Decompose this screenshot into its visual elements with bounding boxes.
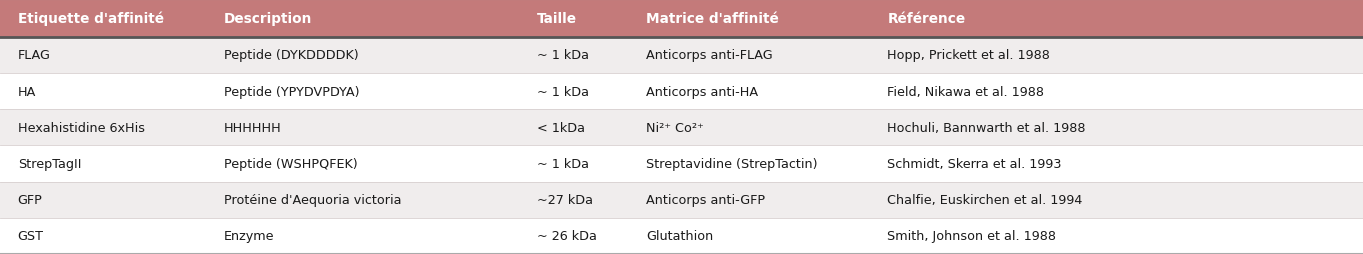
Text: Schmidt, Skerra et al. 1993: Schmidt, Skerra et al. 1993 [887,157,1062,170]
Text: ~27 kDa: ~27 kDa [537,194,593,206]
Text: Field, Nikawa et al. 1988: Field, Nikawa et al. 1988 [887,85,1044,98]
Text: Description: Description [224,12,312,26]
Text: Peptide (DYKDDDDK): Peptide (DYKDDDDK) [224,49,358,62]
Bar [0,74,1363,110]
Text: Protéine d'Aequoria victoria: Protéine d'Aequoria victoria [224,194,401,206]
Text: StrepTagII: StrepTagII [18,157,82,170]
Text: Anticorps anti-HA: Anticorps anti-HA [646,85,758,98]
Text: Anticorps anti-GFP: Anticorps anti-GFP [646,194,765,206]
Text: Ni²⁺ Co²⁺: Ni²⁺ Co²⁺ [646,121,703,134]
Text: GFP: GFP [18,194,42,206]
Bar [0,146,1363,182]
Text: ~ 1 kDa: ~ 1 kDa [537,85,589,98]
Text: < 1kDa: < 1kDa [537,121,585,134]
Text: GST: GST [18,230,44,242]
Text: HA: HA [18,85,35,98]
Bar [0,110,1363,146]
Text: Matrice d'affinité: Matrice d'affinité [646,12,778,26]
Text: Etiquette d'affinité: Etiquette d'affinité [18,12,164,26]
Text: Hochuli, Bannwarth et al. 1988: Hochuli, Bannwarth et al. 1988 [887,121,1086,134]
Text: ~ 1 kDa: ~ 1 kDa [537,49,589,62]
Bar [0,38,1363,74]
Text: Streptavidine (StrepTactin): Streptavidine (StrepTactin) [646,157,818,170]
Text: Hexahistidine 6xHis: Hexahistidine 6xHis [18,121,144,134]
Bar [0,0,1363,38]
Bar [0,182,1363,218]
Text: Taille: Taille [537,12,577,26]
Text: Peptide (YPYDVPDYA): Peptide (YPYDVPDYA) [224,85,358,98]
Text: Peptide (WSHPQFEK): Peptide (WSHPQFEK) [224,157,357,170]
Text: ~ 1 kDa: ~ 1 kDa [537,157,589,170]
Text: HHHHHH: HHHHHH [224,121,281,134]
Text: Anticorps anti-FLAG: Anticorps anti-FLAG [646,49,773,62]
Text: Référence: Référence [887,12,965,26]
Text: Hopp, Prickett et al. 1988: Hopp, Prickett et al. 1988 [887,49,1050,62]
Text: Smith, Johnson et al. 1988: Smith, Johnson et al. 1988 [887,230,1056,242]
Text: Chalfie, Euskirchen et al. 1994: Chalfie, Euskirchen et al. 1994 [887,194,1082,206]
Bar [0,218,1363,254]
Text: Glutathion: Glutathion [646,230,713,242]
Text: FLAG: FLAG [18,49,50,62]
Text: ~ 26 kDa: ~ 26 kDa [537,230,597,242]
Text: Enzyme: Enzyme [224,230,274,242]
